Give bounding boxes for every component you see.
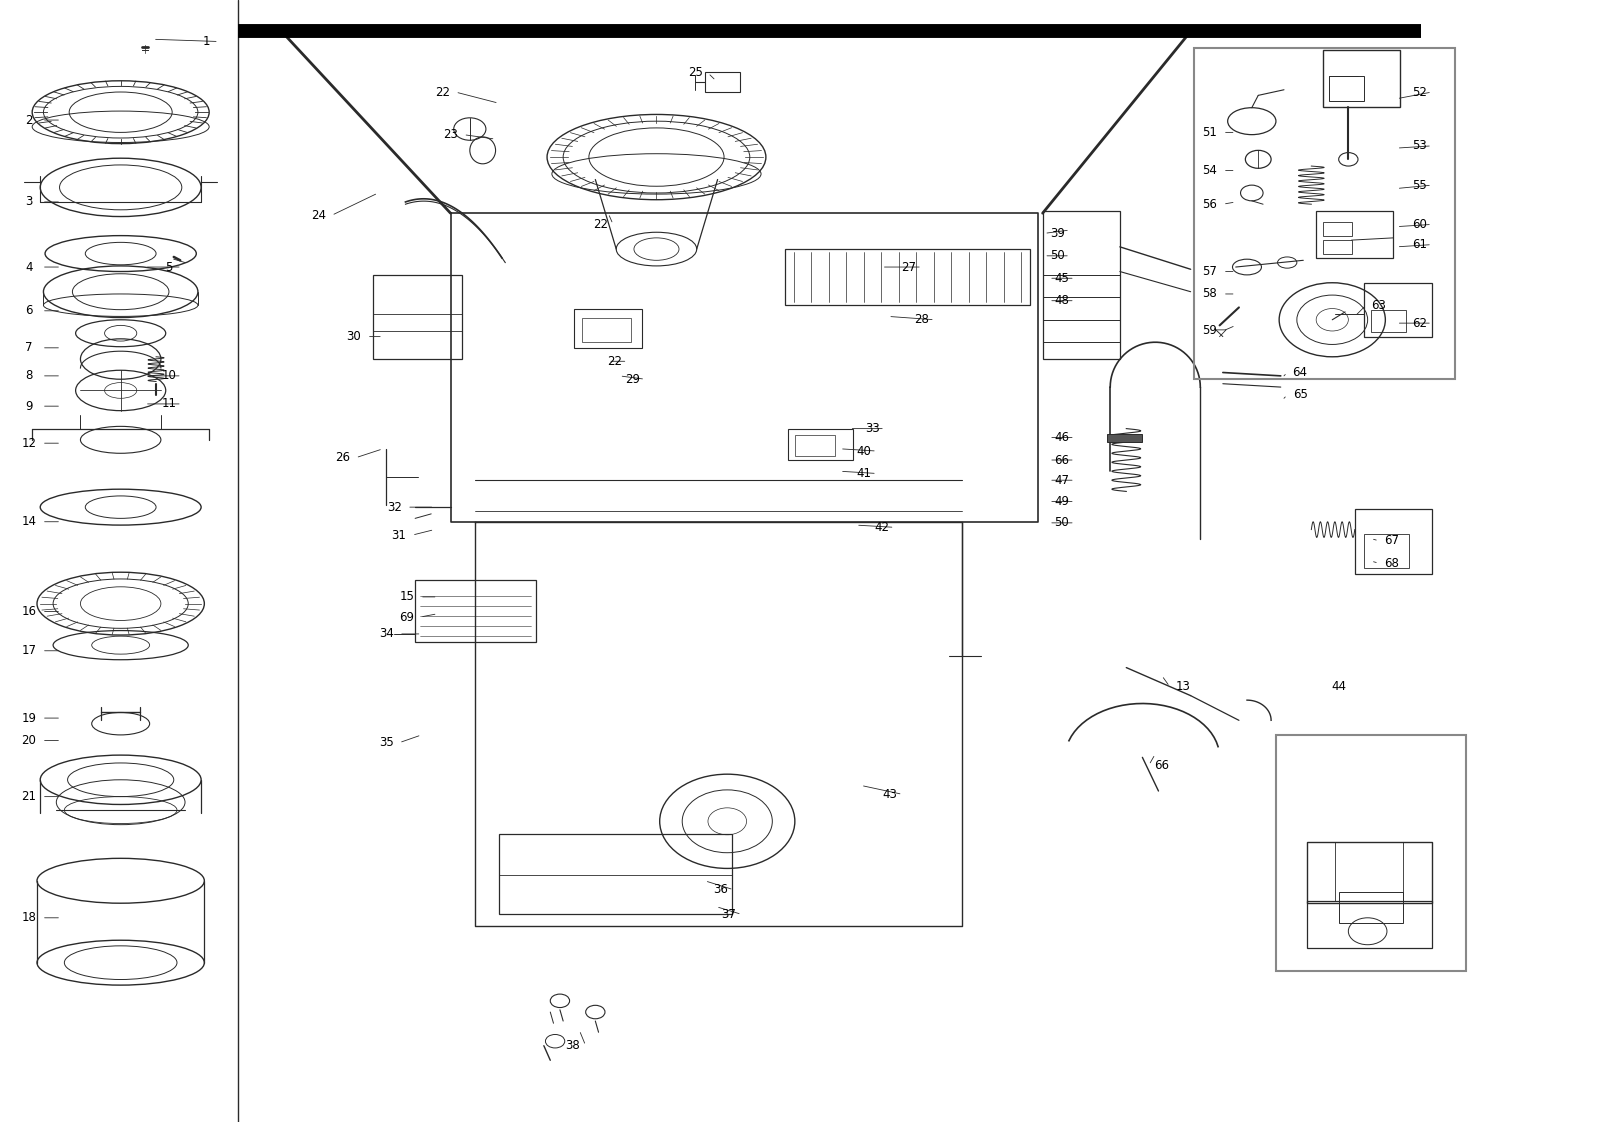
Bar [1307, 842, 1432, 903]
Text: 61: 61 [1411, 238, 1427, 251]
Text: 49: 49 [1054, 495, 1070, 508]
Bar [415, 580, 536, 642]
Text: 69: 69 [399, 610, 415, 624]
Text: 5: 5 [166, 260, 172, 274]
Text: 2: 2 [26, 113, 32, 127]
Text: 27: 27 [901, 260, 917, 274]
Bar [373, 275, 462, 359]
Text: 39: 39 [1049, 227, 1065, 240]
Bar [1323, 222, 1352, 236]
Text: 10: 10 [161, 369, 177, 383]
Text: 22: 22 [434, 85, 451, 99]
Text: 16: 16 [21, 605, 37, 618]
Text: 28: 28 [914, 313, 930, 327]
Text: 59: 59 [1202, 324, 1218, 338]
Text: 7: 7 [26, 341, 32, 355]
Text: 43: 43 [882, 788, 898, 801]
Text: 1: 1 [203, 35, 209, 48]
Text: 23: 23 [442, 128, 459, 141]
Text: 46: 46 [1054, 431, 1070, 444]
Text: 29: 29 [624, 373, 640, 386]
Text: 68: 68 [1384, 557, 1400, 570]
Text: 45: 45 [1054, 272, 1070, 285]
Text: 25: 25 [687, 66, 703, 80]
Text: 21: 21 [21, 790, 37, 803]
Bar [1323, 50, 1400, 107]
Text: 37: 37 [721, 908, 737, 921]
Bar [1323, 240, 1352, 254]
Text: 40: 40 [856, 444, 872, 458]
Text: 17: 17 [21, 644, 37, 657]
Text: 64: 64 [1292, 366, 1308, 379]
Text: 22: 22 [592, 218, 608, 231]
Bar [795, 435, 835, 456]
Bar [1043, 211, 1120, 359]
Text: 22: 22 [607, 355, 623, 368]
Text: 66: 66 [1054, 453, 1070, 467]
Text: 4: 4 [26, 260, 32, 274]
Text: 51: 51 [1202, 126, 1218, 139]
Text: 38: 38 [565, 1039, 581, 1052]
Bar [1364, 534, 1409, 568]
Text: 30: 30 [346, 330, 362, 343]
Bar [788, 429, 853, 460]
Text: 6: 6 [26, 304, 32, 318]
Text: 15: 15 [399, 590, 415, 604]
Text: 63: 63 [1371, 298, 1387, 312]
Text: 65: 65 [1292, 388, 1308, 402]
Bar [785, 249, 1030, 305]
Text: 60: 60 [1411, 218, 1427, 231]
Bar [1276, 735, 1466, 971]
Text: 44: 44 [1331, 680, 1347, 693]
Bar [1307, 901, 1432, 948]
Text: 53: 53 [1411, 139, 1427, 153]
Text: 56: 56 [1202, 197, 1218, 211]
Bar [1107, 434, 1142, 442]
Bar [1194, 48, 1455, 379]
Text: 54: 54 [1202, 164, 1218, 177]
Text: 14: 14 [21, 515, 37, 528]
Text: 66: 66 [1154, 758, 1170, 772]
Bar [582, 318, 631, 342]
Text: 36: 36 [713, 883, 729, 896]
Text: 8: 8 [26, 369, 32, 383]
Text: 34: 34 [378, 627, 394, 641]
Text: 13: 13 [1175, 680, 1191, 693]
Text: 41: 41 [856, 467, 872, 480]
Text: 12: 12 [21, 436, 37, 450]
Bar [1355, 509, 1432, 574]
Text: 24: 24 [311, 209, 327, 222]
Text: 31: 31 [391, 528, 407, 542]
Text: 35: 35 [378, 736, 394, 749]
Bar [1339, 892, 1403, 923]
Text: 67: 67 [1384, 534, 1400, 548]
Text: 47: 47 [1054, 473, 1070, 487]
Bar [1329, 76, 1364, 101]
Bar [1371, 310, 1406, 332]
Text: 48: 48 [1054, 294, 1070, 307]
Text: 32: 32 [386, 500, 402, 514]
Text: 58: 58 [1202, 287, 1218, 301]
Text: 50: 50 [1054, 516, 1070, 530]
Text: 62: 62 [1411, 316, 1427, 330]
Bar [1316, 211, 1393, 258]
Text: 19: 19 [21, 711, 37, 725]
Text: 52: 52 [1411, 85, 1427, 99]
Text: 20: 20 [21, 734, 37, 747]
Text: 42: 42 [874, 521, 890, 534]
Text: 57: 57 [1202, 265, 1218, 278]
Text: 9: 9 [26, 399, 32, 413]
Bar [499, 834, 732, 914]
Bar [574, 309, 642, 348]
Text: 18: 18 [21, 911, 37, 925]
Text: 26: 26 [335, 451, 351, 465]
Bar [1364, 283, 1432, 337]
Text: 3: 3 [26, 195, 32, 209]
Text: 11: 11 [161, 397, 177, 411]
Text: 50: 50 [1049, 249, 1065, 263]
Bar [705, 72, 740, 92]
Text: 55: 55 [1411, 178, 1427, 192]
Text: 33: 33 [864, 422, 880, 435]
